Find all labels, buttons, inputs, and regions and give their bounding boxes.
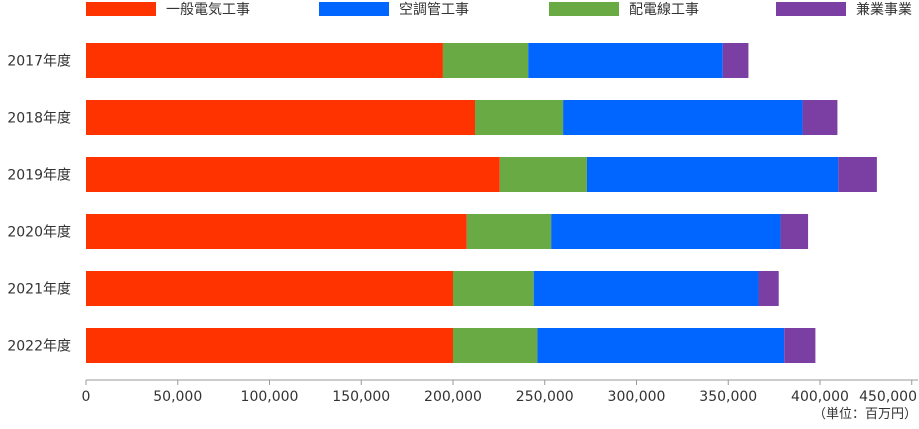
x-tick-label-8: 400,000 [791,389,849,405]
bar-segment-2-2 [586,157,839,192]
bar-segment-0-1 [442,43,529,78]
x-tick-label-2: 100,000 [241,389,299,405]
legend-swatch-1 [319,2,389,16]
legend: 一般電気工事 空調管工事 配電線工事 兼業事業 [86,2,912,18]
x-tick-label-3: 150,000 [332,389,390,405]
category-label-4: 2021年度 [7,282,71,298]
x-tick-label-6: 300,000 [608,389,666,405]
bar-segment-4-2 [533,271,759,306]
unit-label: （単位：百万円） [813,406,917,422]
bar-segment-5-3 [784,328,816,363]
category-label-2: 2019年度 [7,168,71,184]
x-tick-label-0: 0 [82,389,91,405]
bar-segment-1-3 [802,100,838,135]
bar-segment-4-1 [453,271,534,306]
bars: 2017年度 2018年度 2019年度 2020年度 2021年度 2022年度 [7,43,877,363]
bar-segment-4-0 [86,271,453,306]
legend-label-3: 兼業事業 [856,2,912,18]
legend-label-0: 一般電気工事 [166,2,250,18]
bar-segment-5-0 [86,328,453,363]
bar-segment-5-2 [537,328,785,363]
bar-segment-1-1 [475,100,564,135]
legend-swatch-0 [86,2,156,16]
x-tick-label-1: 50,000 [153,389,202,405]
bar-segment-1-2 [563,100,803,135]
bar-segment-2-1 [499,157,587,192]
bar-segment-5-1 [453,328,538,363]
x-tick-label-5: 250,000 [516,389,574,405]
legend-label-2: 配電線工事 [629,2,699,18]
legend-swatch-2 [549,2,619,16]
bar-segment-0-0 [86,43,443,78]
x-tick-label-4: 200,000 [424,389,482,405]
category-label-0: 2017年度 [7,54,71,70]
bar-segment-4-3 [758,271,779,306]
bar-segment-0-2 [528,43,723,78]
bar-segment-0-3 [722,43,749,78]
category-label-5: 2022年度 [7,339,71,355]
category-label-3: 2020年度 [7,225,71,241]
x-tick-label-7: 350,000 [699,389,757,405]
bar-segment-1-0 [86,100,476,135]
axes: 0 50,000 100,000 150,000 200,000 250,000 300,0… [82,379,918,405]
bar-segment-3-0 [86,214,467,249]
bar-segment-3-3 [780,214,809,249]
bar-segment-3-1 [466,214,552,249]
bar-segment-2-0 [86,157,500,192]
legend-swatch-3 [776,2,846,16]
bar-segment-2-3 [838,157,877,192]
legend-label-1: 空調管工事 [399,2,469,18]
x-tick-label-9: 450,000 [859,389,917,405]
category-label-1: 2018年度 [7,111,71,127]
bar-segment-3-2 [551,214,781,249]
